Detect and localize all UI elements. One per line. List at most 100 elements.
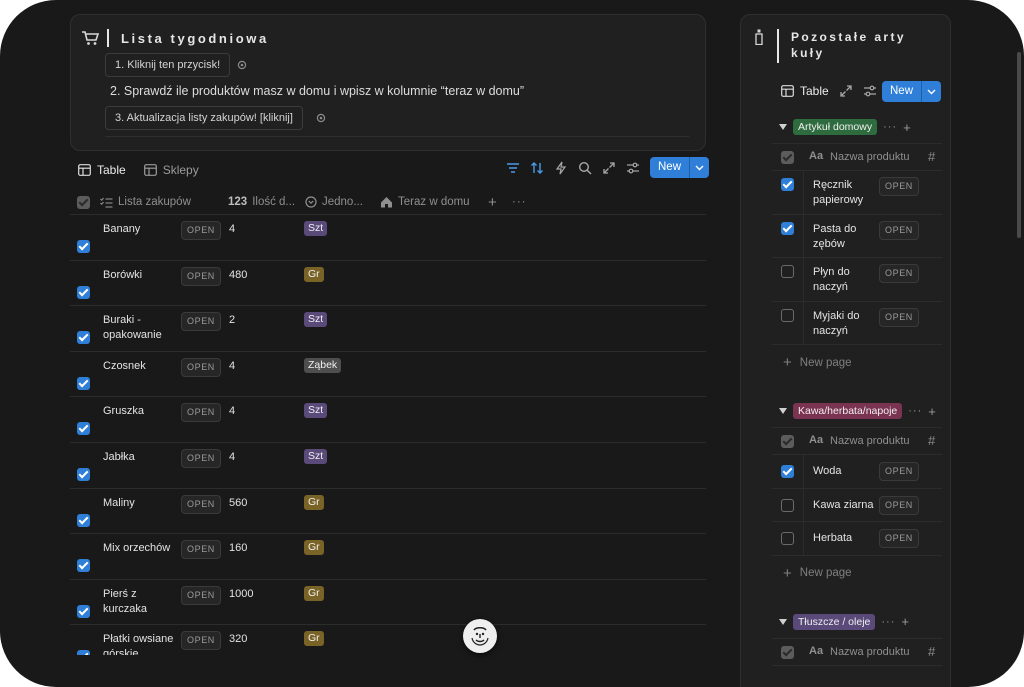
collapse-triangle-icon[interactable] [779,124,787,130]
item-checkbox[interactable] [781,265,794,278]
group-header[interactable]: Tłuszcze / oleje ··· + [779,613,909,630]
add-item-button[interactable]: + [903,119,911,135]
item-checkbox[interactable] [781,465,794,478]
panel-tab-table[interactable]: Table [781,81,829,101]
open-button[interactable]: OPEN [879,177,919,196]
filter-icon[interactable] [506,161,520,175]
more-options-button[interactable]: ··· [881,615,896,628]
item-checkbox[interactable] [781,532,794,545]
more-options-button[interactable]: ··· [908,405,923,417]
list-item[interactable]: Kawa ziarna OPEN [772,488,942,522]
column-teraz-w-domu[interactable]: Teraz w domu [380,189,470,215]
open-button[interactable]: OPEN [181,357,221,377]
settings-sliders-icon[interactable] [626,161,640,175]
table-row[interactable]: Pierś z kurczaka OPEN 1000 Gr [70,580,706,626]
table-row[interactable]: Jabłka OPEN 4 Szt [70,443,706,489]
number-column-icon[interactable]: # [928,643,936,659]
open-button[interactable]: OPEN [879,495,919,515]
add-item-button[interactable]: + [928,403,936,419]
search-icon[interactable] [578,161,592,175]
column-label[interactable]: Nazwa produktu [830,435,910,447]
group-header[interactable]: Kawa/herbata/napoje ··· + [779,403,936,419]
open-button[interactable]: OPEN [181,540,221,560]
open-button[interactable]: OPEN [181,312,221,332]
item-checkbox[interactable] [781,221,794,235]
add-item-button[interactable]: + [901,614,909,629]
item-checkbox[interactable] [781,498,794,512]
open-button[interactable]: OPEN [879,462,919,481]
new-button[interactable]: New [650,157,710,178]
scrollbar[interactable] [1017,52,1021,238]
table-row[interactable]: Maliny OPEN 560 Gr [70,489,706,535]
group-header[interactable]: Artykuł domowy ··· + [779,119,911,135]
column-lista-zakupow[interactable]: Lista zakupów [100,189,191,215]
number-column-icon[interactable]: # [928,433,936,448]
row-checkbox[interactable] [77,559,90,573]
number-column-icon[interactable]: # [928,149,936,164]
settings-sliders-icon[interactable] [863,84,877,98]
chevron-down-icon[interactable] [689,157,709,178]
add-column-button[interactable]: + [488,193,497,211]
tab-sklepy[interactable]: Sklepy [143,160,199,180]
table-row[interactable]: Płatki owsiane górskie OPEN 320 Gr [70,625,706,655]
panel-new-button[interactable]: New [882,81,942,102]
row-checkbox[interactable] [77,513,90,527]
select-all-checkbox[interactable] [781,151,794,164]
open-button[interactable]: OPEN [879,220,919,240]
table-row[interactable]: Buraki - opakowanie OPEN 2 Szt [70,306,706,352]
open-button[interactable]: OPEN [879,307,919,327]
list-item[interactable]: Herbata OPEN [772,522,942,556]
gear-icon[interactable] [236,59,248,71]
chevron-down-icon[interactable] [921,81,941,102]
open-button[interactable]: OPEN [181,266,221,286]
list-item[interactable]: Woda OPEN [772,455,942,489]
row-checkbox[interactable] [77,376,90,390]
table-row[interactable]: Banany OPEN 4 Szt [70,215,706,261]
assistant-avatar-button[interactable] [463,619,497,653]
more-options-button[interactable]: ··· [512,196,527,208]
column-label[interactable]: Nazwa produktu [830,645,910,658]
sort-icon[interactable] [530,161,544,175]
collapse-triangle-icon[interactable] [779,618,787,625]
list-item[interactable]: Płyn do naczyń OPEN [772,258,942,302]
row-checkbox[interactable] [77,240,90,253]
column-label[interactable]: Nazwa produktu [830,151,910,163]
item-checkbox[interactable] [781,178,794,191]
select-all-checkbox[interactable] [781,435,794,448]
row-checkbox[interactable] [77,331,90,345]
more-options-button[interactable]: ··· [883,121,898,133]
expand-icon[interactable] [602,161,616,175]
open-button[interactable]: OPEN [181,631,221,651]
table-row[interactable]: Gruszka OPEN 4 Szt [70,397,706,443]
lightning-icon[interactable] [554,161,568,175]
list-item[interactable]: Ręcznik papierowy OPEN [772,171,942,215]
open-button[interactable]: OPEN [181,494,221,514]
tab-table[interactable]: Table [78,160,126,180]
row-checkbox[interactable] [77,650,90,655]
open-button[interactable]: OPEN [181,585,221,605]
expand-icon[interactable] [839,84,853,98]
open-button[interactable]: OPEN [879,264,919,283]
table-row[interactable]: Borówki OPEN 480 Gr [70,261,706,307]
row-checkbox[interactable] [77,285,90,299]
open-button[interactable]: OPEN [181,221,221,240]
column-ilosc[interactable]: 123 Ilość d... [228,189,295,215]
open-button[interactable]: OPEN [879,529,919,548]
open-button[interactable]: OPEN [181,403,221,423]
select-all-checkbox[interactable] [781,645,794,659]
step1-button[interactable]: 1. Kliknij ten przycisk! [105,53,231,77]
table-row[interactable]: Czosnek OPEN 4 Ząbek [70,352,706,398]
select-all-checkbox[interactable] [77,189,90,215]
step3-button[interactable]: 3. Aktualizacja listy zakupów! [kliknij] [105,106,303,130]
collapse-triangle-icon[interactable] [779,408,787,414]
new-page-button[interactable]: + New page [783,565,852,582]
list-item[interactable]: Pasta do zębów OPEN [772,214,942,258]
open-button[interactable]: OPEN [181,448,221,468]
row-checkbox[interactable] [77,422,90,436]
gear-icon[interactable] [315,112,327,124]
item-checkbox[interactable] [781,308,794,322]
column-jednostka[interactable]: Jedno... [305,189,363,215]
row-checkbox[interactable] [77,604,90,618]
table-row[interactable]: Mix orzechów OPEN 160 Gr [70,534,706,580]
row-checkbox[interactable] [77,467,90,481]
